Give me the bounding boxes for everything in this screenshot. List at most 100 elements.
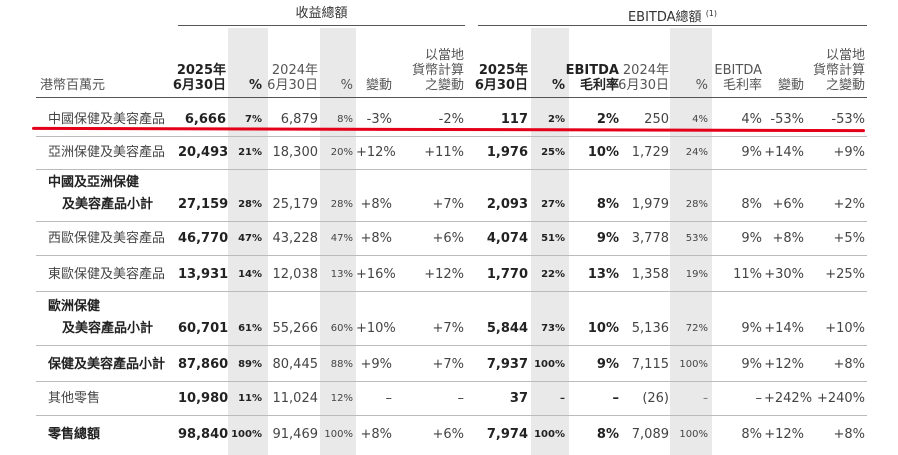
row-label: 及美容產品小計 [62, 321, 154, 336]
row-label: 東歐保健及美容產品 [48, 267, 166, 282]
group-header-revenue: 收益總額 [178, 0, 465, 26]
table-cell: +242% [764, 391, 813, 406]
table-cell: 1,770 [486, 267, 528, 282]
column-header-line: 毛利率 [579, 78, 619, 93]
table-cell: 61% [238, 323, 262, 334]
table-cell: 47% [330, 233, 353, 244]
column-header-line: % [248, 78, 262, 93]
table-cell: +12% [764, 357, 804, 372]
table-cell: 11% [733, 267, 762, 282]
table-cell: 88% [330, 359, 353, 370]
table-cell: +8% [360, 197, 392, 212]
table-cell: 4% [741, 112, 762, 127]
table-cell: -53% [831, 112, 865, 127]
column-header-eb-pct1: % [525, 30, 565, 96]
table-cell: 12,038 [272, 267, 319, 282]
column-header-eb-change: 變動 [758, 30, 804, 96]
table-cell: 100% [534, 359, 565, 370]
table-cell: 20% [330, 147, 353, 158]
table-cell: 46,770 [178, 231, 229, 246]
table-cell: 13% [587, 267, 619, 282]
table-cell: 24% [685, 147, 708, 158]
table-cell: 100% [679, 359, 708, 370]
row-label: 零售總額 [48, 427, 101, 442]
table-cell: 27% [541, 199, 565, 210]
column-header-rev-pct1: % [222, 30, 262, 96]
table-cell: 28% [238, 199, 262, 210]
table-cell: 9% [741, 321, 762, 336]
table-cell: 8% [337, 114, 353, 125]
row-label: 歐洲保健 [48, 299, 101, 314]
table-cell: +7% [432, 321, 464, 336]
table-cell: 9% [741, 231, 762, 246]
column-header-rev-change: 變動 [350, 30, 392, 96]
table-cell: 11% [238, 393, 262, 404]
table-cell: -3% [366, 112, 392, 127]
table-cell: 87,860 [178, 357, 229, 372]
column-header-unit-text: 港幣百萬元 [40, 78, 106, 93]
column-header-line: % [340, 78, 353, 93]
table-cell: 55,266 [272, 321, 319, 336]
table-cell: 2,093 [486, 197, 528, 212]
table-cell: 3,778 [631, 231, 669, 246]
shade-column-rev-pct1 [228, 28, 268, 455]
footnote-marker: (1) [705, 9, 718, 18]
table-cell: 53% [685, 233, 708, 244]
table-cell: 7,115 [631, 357, 669, 372]
table-cell: +8% [833, 357, 865, 372]
table-cell: 19% [685, 269, 708, 280]
table-cell: 72% [685, 323, 708, 334]
table-cell: 2% [548, 114, 565, 125]
table-cell: 10,980 [178, 391, 229, 406]
column-header-line: 6月30日 [267, 78, 318, 93]
row-divider [36, 221, 867, 222]
column-header-line: EBITDA [714, 63, 762, 78]
table-cell: 47% [238, 233, 262, 244]
table-cell: 89% [238, 359, 262, 370]
column-header-line: 之變動 [825, 78, 865, 93]
shade-column-rev-pct2 [320, 28, 356, 455]
column-header-line: 以當地 [825, 48, 865, 63]
table-cell: 25% [541, 147, 565, 158]
column-header-line: % [695, 78, 708, 93]
table-cell: 4,074 [486, 231, 528, 246]
row-label: 中國保健及美容產品 [48, 112, 166, 127]
table-cell: +240% [816, 391, 865, 406]
table-cell: 100% [324, 429, 353, 440]
row-divider [36, 169, 867, 170]
group-header-ebitda: EBITDA總額 (1) [478, 0, 867, 26]
shade-column-eb-pct2 [670, 28, 712, 455]
column-header-line: 變動 [365, 78, 392, 93]
table-cell: 28% [685, 199, 708, 210]
column-header-line: 2025年 [478, 63, 528, 78]
table-cell: +7% [432, 197, 464, 212]
table-cell: 27,159 [178, 197, 229, 212]
table-cell: 11,024 [272, 391, 319, 406]
table-cell: 2% [596, 112, 619, 127]
table-cell: 6,879 [280, 112, 318, 127]
table-cell: 13% [330, 269, 353, 280]
table-cell: 250 [644, 112, 669, 127]
table-cell: 10% [587, 321, 619, 336]
column-header-eb-pct2: % [664, 30, 708, 96]
table-cell: +11% [424, 145, 464, 160]
table-cell: +7% [432, 357, 464, 372]
column-header-line: 之變動 [424, 78, 464, 93]
table-cell: 98,840 [178, 427, 229, 442]
table-cell: 9% [741, 357, 762, 372]
column-header-line: 6月30日 [474, 78, 528, 93]
row-label: 中國及亞洲保健 [48, 175, 140, 190]
table-cell: 13,931 [178, 267, 229, 282]
row-divider [36, 345, 867, 346]
column-header-rev-local: 以當地 貨幣計算 之變動 [390, 30, 464, 96]
column-header-line: EBITDA [565, 63, 619, 78]
table-cell: +12% [356, 145, 396, 160]
table-cell: +2% [833, 197, 865, 212]
table-cell: 7,937 [486, 357, 528, 372]
table-cell: 12% [330, 393, 353, 404]
column-header-eb-2025: 2025年 6月30日 [472, 30, 528, 96]
table-cell: 18,300 [272, 145, 319, 160]
table-cell: +8% [833, 427, 865, 442]
table-cell: 20,493 [178, 145, 229, 160]
